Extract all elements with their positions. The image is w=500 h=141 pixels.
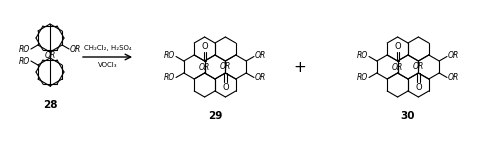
Text: O: O xyxy=(202,42,208,51)
Text: OR: OR xyxy=(255,73,266,82)
Text: OR: OR xyxy=(413,62,424,71)
Text: OR: OR xyxy=(220,62,231,71)
Text: RO: RO xyxy=(164,51,175,60)
Text: 30: 30 xyxy=(401,111,415,121)
Text: OR: OR xyxy=(199,63,210,72)
Text: 28: 28 xyxy=(43,100,57,110)
Text: OR: OR xyxy=(255,51,266,60)
Text: OR: OR xyxy=(448,51,459,60)
Text: OR: OR xyxy=(44,51,56,60)
Text: 29: 29 xyxy=(208,111,222,121)
Text: RO: RO xyxy=(164,73,175,82)
Text: O: O xyxy=(415,83,422,92)
Text: O: O xyxy=(394,42,401,51)
Text: VOCl₃: VOCl₃ xyxy=(98,62,117,68)
Text: OR: OR xyxy=(448,73,459,82)
Text: OR: OR xyxy=(70,45,82,53)
Text: O: O xyxy=(222,83,228,92)
Text: RO: RO xyxy=(18,57,30,66)
Text: RO: RO xyxy=(18,45,30,53)
Text: CH₂Cl₂, H₂SO₄: CH₂Cl₂, H₂SO₄ xyxy=(84,45,132,51)
Text: OR: OR xyxy=(392,63,403,72)
Text: RO: RO xyxy=(357,51,368,60)
Text: +: + xyxy=(294,60,306,74)
Text: RO: RO xyxy=(357,73,368,82)
